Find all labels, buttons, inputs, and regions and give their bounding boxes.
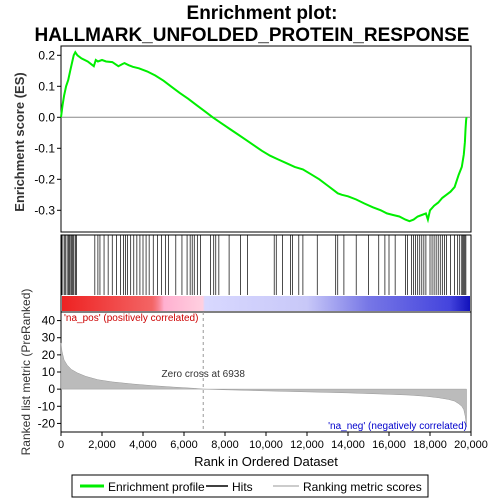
metric-y-tick-label: 10: [42, 365, 56, 379]
x-tick-label: 14,000: [331, 439, 365, 451]
es-plot-frame: [60, 45, 472, 233]
x-tick-label: 10,000: [249, 439, 283, 451]
metric-y-axis-label: Ranked list metric (PreRanked): [19, 289, 33, 456]
positive-correlation-label: 'na_pos' (positively correlated): [64, 313, 198, 324]
legend-label: Ranking metric scores: [303, 480, 422, 494]
es-y-tick-label: 0.1: [38, 79, 55, 93]
metric-y-tick-label: -20: [38, 416, 56, 430]
x-tick-label: 20,000: [454, 439, 488, 451]
metric-y-tick-label: 30: [42, 331, 56, 345]
x-axis-label: Rank in Ordered Dataset: [194, 454, 338, 469]
es-y-tick-label: -0.2: [34, 172, 55, 186]
es-y-axis-label: Enrichment score (ES): [12, 72, 27, 211]
zero-cross-label: Zero cross at 6938: [162, 369, 246, 380]
es-y-tick-label: -0.3: [34, 203, 55, 217]
chart-title-line-1: Enrichment plot:: [187, 3, 338, 24]
x-tick-label: 6,000: [170, 439, 198, 451]
metric-y-tick-label: 20: [42, 348, 56, 362]
x-tick-label: 18,000: [413, 439, 447, 451]
chart-legend: Enrichment profile Hits Ranking metric sco…: [71, 474, 429, 498]
legend-box: [71, 474, 429, 498]
es-y-tick-label: 0.0: [38, 110, 55, 124]
metric-plot-frame: [60, 311, 472, 433]
ranking-metric-area: [60, 342, 467, 427]
hits-panel: [60, 234, 472, 313]
es-y-tick-label: -0.1: [34, 141, 55, 155]
metric-panel: -20 -10 0 10 20 30 40 Zero cross at 6938 'na_pos…: [38, 311, 488, 451]
es-y-tick-label: 0.2: [38, 48, 55, 62]
x-tick-label: 12,000: [290, 439, 324, 451]
es-panel: -0.3 -0.2 -0.1 0.0 0.1 0.2: [34, 45, 472, 233]
x-tick-label: 8,000: [211, 439, 239, 451]
x-tick-label: 4,000: [129, 439, 157, 451]
x-tick-label: 2,000: [88, 439, 116, 451]
ranked-heat-bar: [62, 296, 470, 311]
metric-y-tick-label: -10: [38, 399, 56, 413]
x-tick-label: 16,000: [372, 439, 406, 451]
es-enrichment-profile-line: [60, 50, 468, 224]
legend-label: Hits: [232, 480, 253, 494]
legend-label: Enrichment profile: [108, 480, 205, 494]
metric-y-tick-label: 40: [42, 314, 56, 328]
metric-y-tick-label: 0: [48, 382, 55, 396]
x-tick-label: 0: [58, 439, 64, 451]
chart-title-line-2: HALLMARK_UNFOLDED_PROTEIN_RESPONSE: [35, 25, 470, 46]
negative-correlation-label: 'na_neg' (negatively correlated): [328, 421, 467, 432]
